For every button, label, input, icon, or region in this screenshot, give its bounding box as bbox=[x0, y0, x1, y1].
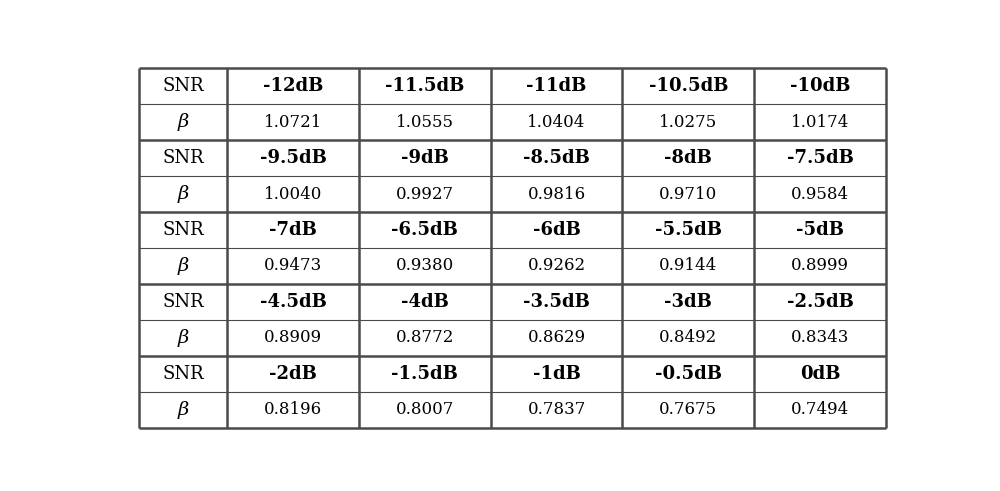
Text: 0.9380: 0.9380 bbox=[396, 257, 454, 274]
Text: -10dB: -10dB bbox=[790, 77, 850, 95]
Text: -4dB: -4dB bbox=[401, 293, 449, 311]
Text: -2.5dB: -2.5dB bbox=[787, 293, 854, 311]
Text: SNR: SNR bbox=[162, 221, 204, 239]
Text: 0.8007: 0.8007 bbox=[396, 401, 454, 418]
Text: -5dB: -5dB bbox=[796, 221, 844, 239]
Text: β: β bbox=[177, 257, 189, 275]
Text: 1.0721: 1.0721 bbox=[264, 114, 322, 131]
Text: 0.7837: 0.7837 bbox=[527, 401, 586, 418]
Text: 1.0555: 1.0555 bbox=[396, 114, 454, 131]
Text: β: β bbox=[177, 401, 189, 419]
Text: 0dB: 0dB bbox=[800, 365, 840, 382]
Text: SNR: SNR bbox=[162, 77, 204, 95]
Text: -0.5dB: -0.5dB bbox=[655, 365, 722, 382]
Text: -2dB: -2dB bbox=[269, 365, 317, 382]
Text: 1.0275: 1.0275 bbox=[659, 114, 717, 131]
Text: -3dB: -3dB bbox=[664, 293, 712, 311]
Text: -9dB: -9dB bbox=[401, 149, 449, 167]
Text: -12dB: -12dB bbox=[263, 77, 323, 95]
Text: 0.7675: 0.7675 bbox=[659, 401, 717, 418]
Text: β: β bbox=[177, 329, 189, 347]
Text: 1.0404: 1.0404 bbox=[527, 114, 586, 131]
Text: 0.8492: 0.8492 bbox=[659, 329, 717, 346]
Text: 0.9927: 0.9927 bbox=[396, 186, 454, 203]
Text: -7.5dB: -7.5dB bbox=[787, 149, 854, 167]
Text: -11.5dB: -11.5dB bbox=[385, 77, 464, 95]
Text: SNR: SNR bbox=[162, 365, 204, 382]
Text: -6.5dB: -6.5dB bbox=[391, 221, 458, 239]
Text: -9.5dB: -9.5dB bbox=[260, 149, 326, 167]
Text: -5.5dB: -5.5dB bbox=[655, 221, 722, 239]
Text: SNR: SNR bbox=[162, 149, 204, 167]
Text: β: β bbox=[177, 185, 189, 203]
Text: -8.5dB: -8.5dB bbox=[523, 149, 590, 167]
Text: 0.8999: 0.8999 bbox=[791, 257, 849, 274]
Text: 0.8196: 0.8196 bbox=[264, 401, 322, 418]
Text: -6dB: -6dB bbox=[533, 221, 581, 239]
Text: 0.9710: 0.9710 bbox=[659, 186, 717, 203]
Text: -1dB: -1dB bbox=[533, 365, 581, 382]
Text: -8dB: -8dB bbox=[664, 149, 712, 167]
Text: 0.8909: 0.8909 bbox=[264, 329, 322, 346]
Text: 0.9816: 0.9816 bbox=[528, 186, 586, 203]
Text: -10.5dB: -10.5dB bbox=[649, 77, 728, 95]
Text: -4.5dB: -4.5dB bbox=[260, 293, 326, 311]
Text: 0.8343: 0.8343 bbox=[791, 329, 849, 346]
Text: -3.5dB: -3.5dB bbox=[523, 293, 590, 311]
Text: -7dB: -7dB bbox=[269, 221, 317, 239]
Text: 1.0174: 1.0174 bbox=[791, 114, 849, 131]
Text: -11dB: -11dB bbox=[526, 77, 587, 95]
Text: 0.8772: 0.8772 bbox=[396, 329, 454, 346]
Text: 0.7494: 0.7494 bbox=[791, 401, 849, 418]
Text: -1.5dB: -1.5dB bbox=[391, 365, 458, 382]
Text: 0.8629: 0.8629 bbox=[528, 329, 586, 346]
Text: 1.0040: 1.0040 bbox=[264, 186, 322, 203]
Text: β: β bbox=[177, 113, 189, 131]
Text: SNR: SNR bbox=[162, 293, 204, 311]
Text: 0.9584: 0.9584 bbox=[791, 186, 849, 203]
Text: 0.9262: 0.9262 bbox=[528, 257, 586, 274]
Text: 0.9144: 0.9144 bbox=[659, 257, 717, 274]
Text: 0.9473: 0.9473 bbox=[264, 257, 322, 274]
